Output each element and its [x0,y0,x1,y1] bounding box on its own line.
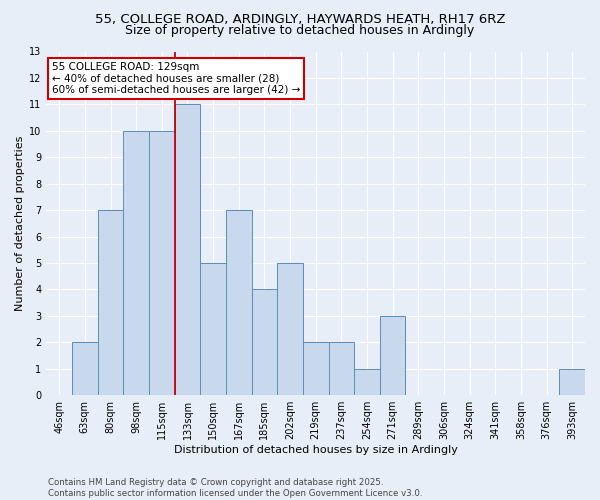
Y-axis label: Number of detached properties: Number of detached properties [15,136,25,311]
Bar [175,104,200,395]
Bar [149,131,175,395]
Bar [226,210,251,395]
Bar [72,342,98,395]
Bar [277,263,303,395]
Text: Contains HM Land Registry data © Crown copyright and database right 2025.
Contai: Contains HM Land Registry data © Crown c… [48,478,422,498]
Text: Size of property relative to detached houses in Ardingly: Size of property relative to detached ho… [125,24,475,37]
Text: 55, COLLEGE ROAD, ARDINGLY, HAYWARDS HEATH, RH17 6RZ: 55, COLLEGE ROAD, ARDINGLY, HAYWARDS HEA… [95,12,505,26]
Bar [559,369,585,395]
Bar [303,342,329,395]
Bar [200,263,226,395]
Bar [329,342,354,395]
Bar [380,316,406,395]
X-axis label: Distribution of detached houses by size in Ardingly: Distribution of detached houses by size … [174,445,458,455]
Bar [251,290,277,395]
Bar [98,210,124,395]
Bar [124,131,149,395]
Text: 55 COLLEGE ROAD: 129sqm
← 40% of detached houses are smaller (28)
60% of semi-de: 55 COLLEGE ROAD: 129sqm ← 40% of detache… [52,62,300,95]
Bar [354,369,380,395]
